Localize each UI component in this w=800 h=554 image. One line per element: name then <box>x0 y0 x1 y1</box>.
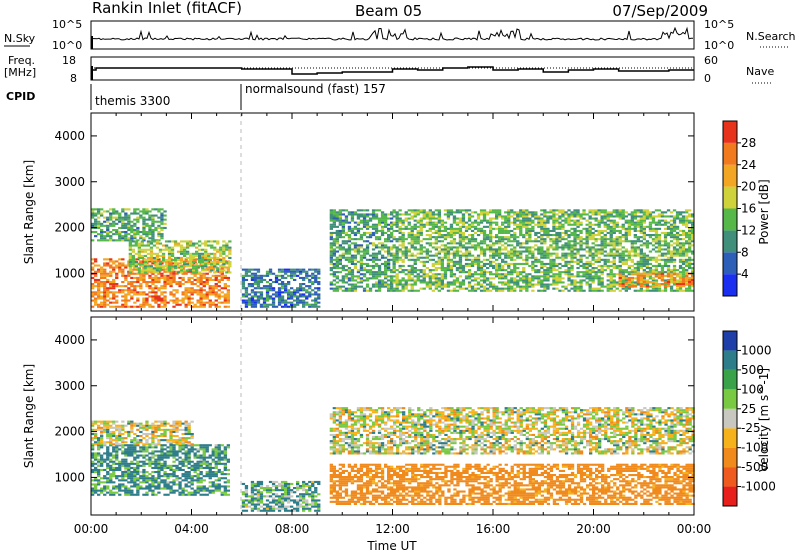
velocity-colorbar-label: Velocity [m s^-1] <box>757 368 771 472</box>
nsky-bot-tick: 10^0 <box>52 39 82 52</box>
x-tick-label: 00:00 <box>74 522 109 536</box>
x-tick-label: 04:00 <box>174 522 209 536</box>
nave-bot-tick: 0 <box>704 72 711 85</box>
power-colorbar-tick: 16 <box>741 202 756 216</box>
cpid-1: themis 3300 <box>95 94 170 108</box>
velocity-colorbar-tick: -500 <box>741 460 768 474</box>
freq-top-tick: 18 <box>62 54 76 67</box>
cpid-label: CPID <box>6 90 35 103</box>
power-colorbar-swatch <box>723 208 737 231</box>
y-tick-label: 2000 <box>54 425 85 439</box>
velocity-colorbar-tick: -1000 <box>741 480 776 494</box>
y-tick-label: 3000 <box>54 175 85 189</box>
power-region-3 <box>241 268 321 308</box>
power-region-1 <box>91 208 167 242</box>
x-axis-label: Time UT <box>366 539 417 553</box>
power-colorbar-swatch <box>723 121 737 143</box>
nsky-right-top-tick: 10^5 <box>704 18 734 31</box>
nsky-trace <box>90 26 694 49</box>
power-region-4 <box>329 209 394 292</box>
power-region-5 <box>392 209 695 292</box>
power-region-2 <box>128 240 232 274</box>
velocity-colorbar-swatch <box>723 486 737 506</box>
velocity-colorbar-swatch <box>723 369 737 390</box>
nsky-right-bot-tick: 10^0 <box>704 39 734 52</box>
velocity-region-1 <box>91 420 194 446</box>
beam-title: Beam 05 <box>355 2 422 20</box>
velocity-colorbar-swatch <box>723 408 737 429</box>
velocity-colorbar-swatch <box>723 447 737 468</box>
velocity-colorbar-swatch <box>723 467 737 487</box>
cpid-2: normalsound (fast) 157 <box>245 82 386 96</box>
station-title: Rankin Inlet (fitACF) <box>92 0 242 17</box>
velocity-region-3 <box>329 407 695 455</box>
power-colorbar-tick: 12 <box>741 223 756 237</box>
freq-label-2: [MHz] <box>4 66 36 79</box>
axes: 1000 2000 3000 4000 1000 2000 3000 4000 00:00 04:… <box>54 113 711 536</box>
power-colorbar-swatch <box>723 142 737 165</box>
power-colorbar-swatch <box>723 252 737 275</box>
power-panel <box>90 112 695 312</box>
power-colorbar-tick: 8 <box>741 245 749 259</box>
velocity-data <box>91 407 695 512</box>
velocity-colorbar-swatch <box>723 331 737 351</box>
power-colorbar-tick: 24 <box>741 158 756 172</box>
power-colorbar-label: Power [dB] <box>757 179 771 244</box>
freq-label-1: Freq. <box>8 54 35 67</box>
power-colorbar-swatch <box>723 186 737 209</box>
nsky-top-tick: 10^5 <box>52 18 82 31</box>
velocity-colorbar: -1000 -500 -100 -25 25 100 500 1000 <box>722 330 776 507</box>
power-colorbar-tick: 20 <box>741 180 756 194</box>
x-tick-label: 00:00 <box>677 522 712 536</box>
velocity-colorbar-tick: -25 <box>741 421 761 435</box>
power-region-6 <box>618 272 695 288</box>
y-tick-label: 1000 <box>54 266 85 280</box>
x-tick-label: 08:00 <box>275 522 310 536</box>
power-colorbar-tick: 4 <box>741 267 749 281</box>
power-colorbar-swatch <box>723 164 737 187</box>
velocity-colorbar-swatch <box>723 389 737 409</box>
velocity-colorbar-tick: 100 <box>741 382 764 396</box>
velocity-colorbar-tick: -100 <box>741 441 768 455</box>
y-tick-label: 4000 <box>54 333 85 347</box>
power-colorbar-swatch <box>723 274 737 296</box>
nsearch-label: N.Search <box>746 30 796 43</box>
y-tick-label: 4000 <box>54 129 85 143</box>
y-tick-label: 3000 <box>54 379 85 393</box>
date-title: 07/Sep/2009 <box>612 2 708 20</box>
freq-bot-tick: 8 <box>70 72 77 85</box>
y-tick-label: 2000 <box>54 221 85 235</box>
power-colorbar: 4 8 12 16 20 24 28 <box>722 120 756 297</box>
freq-trace <box>91 66 694 80</box>
velocity-colorbar-tick: 500 <box>741 363 764 377</box>
velocity-colorbar-tick: 25 <box>741 402 756 416</box>
velocity-colorbar-swatch <box>723 428 737 448</box>
nave-label: Nave <box>746 65 774 78</box>
nave-top-tick: 60 <box>704 54 718 67</box>
nsky-label: N.Sky <box>4 32 36 45</box>
power-ylabel: Slant Range [km] <box>22 160 36 264</box>
velocity-region-2 <box>241 480 321 512</box>
x-tick-label: 20:00 <box>576 522 611 536</box>
velocity-panel <box>90 316 695 516</box>
nsky-panel <box>90 20 695 50</box>
velocity-colorbar-swatch <box>723 350 737 370</box>
velocity-region-0 <box>91 444 230 496</box>
y-tick-label: 1000 <box>54 470 85 484</box>
power-colorbar-swatch <box>723 230 737 253</box>
x-tick-label: 12:00 <box>375 522 410 536</box>
x-tick-label: 16:00 <box>476 522 511 536</box>
power-data <box>91 208 695 308</box>
velocity-colorbar-tick: 1000 <box>741 343 772 357</box>
power-colorbar-tick: 28 <box>741 136 756 150</box>
velocity-ylabel: Slant Range [km] <box>22 364 36 468</box>
velocity-region-4 <box>329 463 695 505</box>
